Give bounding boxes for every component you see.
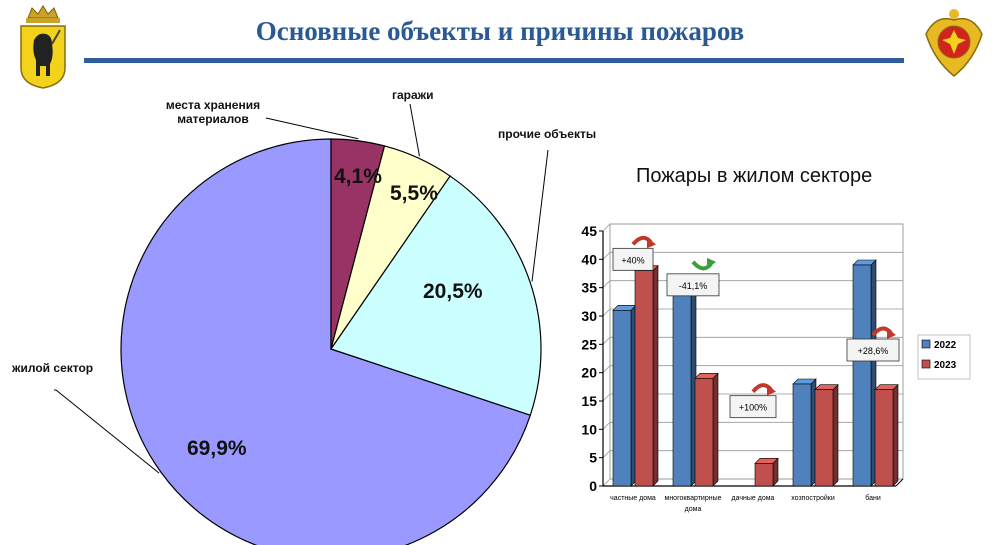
bar-2022-1 — [672, 281, 697, 487]
title-divider — [84, 58, 904, 63]
x-tick-label: частные дома — [610, 495, 656, 502]
y-tick-label: 15 — [581, 393, 597, 409]
legend-label-2023: 2023 — [934, 360, 957, 371]
legend-swatch-2022 — [921, 339, 931, 349]
page-title: Основные объекты и причины пожаров — [255, 16, 745, 46]
x-tick-label: дома — [685, 506, 702, 513]
pie-label-storage-line-1: места хранения — [165, 98, 261, 112]
grid-line — [602, 336, 903, 345]
pie-leader-line-other — [531, 149, 549, 282]
pie-label-storage-line-2: материалов — [177, 112, 249, 127]
grid-line — [602, 365, 903, 373]
annotation-1: -41,1% — [666, 257, 720, 297]
annotation-2: +100% — [729, 383, 777, 419]
pie-slice-residential — [120, 138, 532, 545]
svg-text:+40%: +40% — [621, 255, 644, 265]
pie-value-residential: 69,9% — [187, 437, 247, 460]
pie-value-other: 20,5% — [423, 280, 483, 303]
x-tick-label: дачные дома — [732, 495, 775, 502]
pie-leader-line-storage — [265, 117, 359, 140]
x-tick-label: многоквартирные — [665, 495, 722, 502]
bar-2023-3 — [814, 383, 839, 487]
pie-slice-other — [330, 175, 542, 416]
emercom-emblem-icon — [925, 9, 983, 77]
y-tick-label: 5 — [589, 450, 597, 466]
svg-text:+28,6%: +28,6% — [858, 346, 889, 356]
y-tick-label: 45 — [581, 223, 597, 239]
y-tick-label: 30 — [581, 308, 597, 324]
trend-arrowhead-icon — [887, 328, 896, 339]
grid-line — [602, 223, 903, 232]
legend-label-2022: 2022 — [934, 340, 957, 351]
y-tick-label: 10 — [581, 421, 597, 437]
bar-2023-0 — [634, 264, 659, 487]
pie-value-garages: 5,5% — [390, 182, 438, 205]
pie-value-storage: 4,1% — [334, 165, 382, 188]
bar-2023-4 — [874, 383, 899, 487]
annotation-3: +28,6% — [846, 326, 900, 362]
pie-label-residential: жилой сектор — [12, 361, 94, 375]
pie-leader-line-residential — [54, 389, 160, 474]
grid-line — [602, 251, 903, 260]
y-tick-label: 20 — [581, 365, 597, 381]
y-tick-label: 35 — [581, 280, 597, 296]
bar-2022-3 — [792, 378, 817, 487]
yaroslavl-coat-of-arms-icon — [20, 5, 66, 89]
bar-chart-title: Пожары в жилом секторе — [636, 165, 873, 187]
pie-label-storage: места хранения материалов — [158, 98, 268, 127]
grid-line — [602, 308, 903, 317]
trend-arrowhead-icon — [707, 257, 716, 269]
pie-label-other: прочие объекты — [498, 127, 597, 141]
bar-2023-2 — [754, 457, 779, 487]
bar-2022-4 — [852, 259, 877, 487]
legend: 2022 2023 — [917, 334, 971, 380]
y-tick-label: 25 — [581, 336, 597, 352]
x-tick-label: бани — [865, 494, 881, 502]
trend-arrowhead-icon — [767, 384, 776, 396]
y-tick-label: 0 — [589, 478, 597, 494]
svg-text:-41,1%: -41,1% — [679, 281, 708, 291]
legend-swatch-2023 — [921, 359, 931, 369]
bar-2023-1 — [694, 372, 719, 487]
trend-arrowhead-icon — [647, 237, 656, 249]
svg-text:+100%: +100% — [739, 403, 767, 413]
annotation-0: +40% — [612, 235, 656, 271]
grid-line — [602, 280, 903, 288]
x-axis-depth — [895, 478, 904, 487]
y-tick-label: 40 — [581, 251, 597, 267]
x-tick-label: хозпостройки — [791, 494, 835, 502]
bar-2022-0 — [612, 304, 637, 487]
pie-label-garages: гаражи — [392, 88, 434, 102]
pie-leader-line-garages — [409, 103, 420, 157]
